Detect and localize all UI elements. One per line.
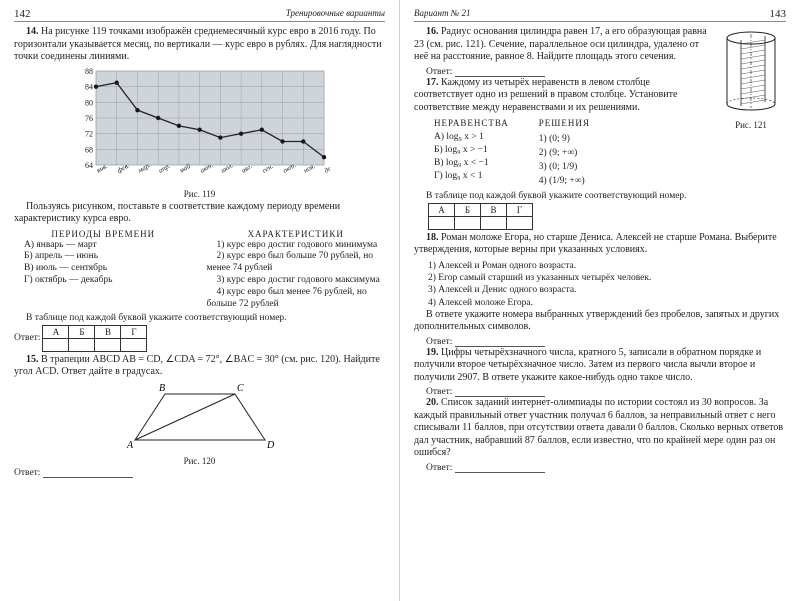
header-title-left: Тренировочные варианты xyxy=(286,8,385,20)
page-number-left: 142 xyxy=(14,8,31,20)
svg-text:64: 64 xyxy=(85,161,93,170)
line-chart: 88848076726864янв.фев.мар.апр.майиюн.июл… xyxy=(70,67,330,185)
answer-19: Ответ: xyxy=(414,387,786,397)
table-instruction-right: В таблице под каждой буквой укажите соот… xyxy=(414,191,786,201)
cylinder-svg xyxy=(719,26,783,116)
answer-15: Ответ: xyxy=(14,468,385,478)
header-left: 142 Тренировочные варианты xyxy=(14,8,385,22)
table-instruction-left: В таблице под каждой буквой укажите соот… xyxy=(14,313,385,323)
svg-text:88: 88 xyxy=(85,67,93,76)
problem-18: 18. Роман моложе Егора, но старше Дениса… xyxy=(414,232,786,257)
periods-title: ПЕРИОДЫ ВРЕМЕНИ xyxy=(14,229,193,239)
problem-19: 19. Цифры четырёхзначного числа, кратног… xyxy=(414,347,786,385)
svg-text:68: 68 xyxy=(85,145,93,154)
svg-text:B: B xyxy=(159,383,165,394)
chart-119: 88848076726864янв.фев.мар.апр.майиюн.июл… xyxy=(14,67,385,199)
page-left: 142 Тренировочные варианты 14. На рисунк… xyxy=(0,0,400,601)
chars-col: ХАРАКТЕРИСТИКИ 1) курс евро достиг годов… xyxy=(207,229,386,311)
chars-title: ХАРАКТЕРИСТИКИ xyxy=(207,229,386,239)
answer-table-17: А Б В Г xyxy=(426,203,786,230)
trap-caption: Рис. 120 xyxy=(14,456,385,466)
answer-18: Ответ: xyxy=(414,337,786,347)
answer-table-14: Ответ: А Б В Г xyxy=(14,325,385,352)
trapezoid-figure: A B C D Рис. 120 xyxy=(14,382,385,466)
problem-15: 15. В трапеции ABCD AB = CD, ∠CDA = 72°,… xyxy=(14,354,385,379)
cylinder-figure: Рис. 121 xyxy=(716,26,786,130)
page-number-right: 143 xyxy=(770,8,787,20)
svg-text:84: 84 xyxy=(85,82,93,91)
p18-tail: В ответе укажите номера выбранных утверж… xyxy=(414,309,786,334)
svg-text:C: C xyxy=(237,383,244,394)
answer-grid: А Б В Г xyxy=(42,325,147,352)
periods-col: ПЕРИОДЫ ВРЕМЕНИ А) январь — март Б) апре… xyxy=(14,229,193,311)
page-right: Вариант № 21 143 Рис. 121 16. Радиус осн… xyxy=(400,0,800,601)
problem-14: 14. На рисунке 119 точками изображён сре… xyxy=(14,26,385,64)
svg-text:76: 76 xyxy=(85,114,93,123)
after-chart-text: Пользуясь рисунком, поставьте в соответс… xyxy=(14,201,385,226)
svg-text:72: 72 xyxy=(85,129,93,138)
header-title-right: Вариант № 21 xyxy=(414,8,470,20)
inequalities-block: НЕРАВЕНСТВА А) log₉ x > 1 Б) log₉ x > −1… xyxy=(434,117,710,189)
sol-col: РЕШЕНИЯ 1) (0; 9) 2) (9; +∞) 3) (0; 1/9)… xyxy=(539,117,590,189)
chart-caption: Рис. 119 xyxy=(14,189,385,199)
p18-items: 1) Алексей и Роман одного возраста. 2) Е… xyxy=(414,260,786,309)
problem-20: 20. Список заданий интернет-олимпиады по… xyxy=(414,397,786,460)
answer-20: Ответ: xyxy=(414,463,786,473)
periods-chars-block: ПЕРИОДЫ ВРЕМЕНИ А) январь — март Б) апре… xyxy=(14,229,385,311)
svg-text:D: D xyxy=(266,440,275,451)
ineq-col: НЕРАВЕНСТВА А) log₉ x > 1 Б) log₉ x > −1… xyxy=(434,117,509,189)
answer-grid-17: А Б В Г xyxy=(428,203,533,230)
svg-text:80: 80 xyxy=(85,98,93,107)
svg-text:A: A xyxy=(126,440,134,451)
trapezoid-svg: A B C D xyxy=(115,382,285,452)
header-right: Вариант № 21 143 xyxy=(414,8,786,22)
